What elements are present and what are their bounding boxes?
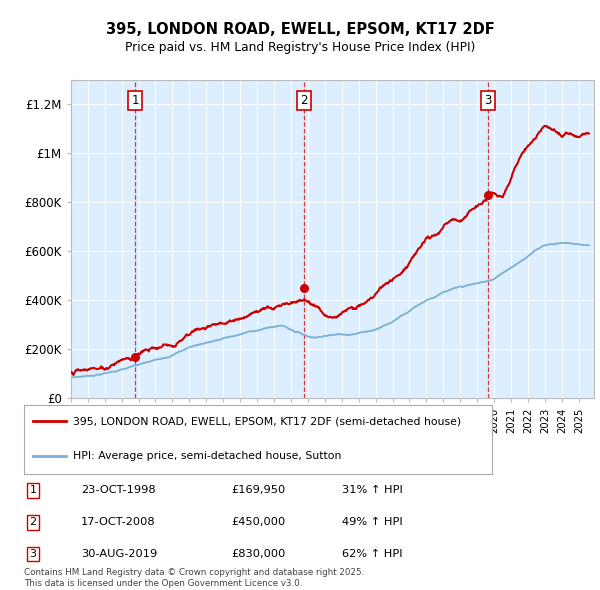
Text: 2: 2 (29, 517, 37, 527)
Text: 1: 1 (131, 94, 139, 107)
Text: 1: 1 (29, 486, 37, 495)
Text: 17-OCT-2008: 17-OCT-2008 (81, 517, 155, 527)
Text: 3: 3 (29, 549, 37, 559)
Text: £450,000: £450,000 (231, 517, 285, 527)
Text: 2: 2 (301, 94, 308, 107)
Text: Price paid vs. HM Land Registry's House Price Index (HPI): Price paid vs. HM Land Registry's House … (125, 41, 475, 54)
Text: £169,950: £169,950 (231, 486, 285, 495)
Text: 62% ↑ HPI: 62% ↑ HPI (342, 549, 403, 559)
Text: 49% ↑ HPI: 49% ↑ HPI (342, 517, 403, 527)
Text: £830,000: £830,000 (231, 549, 286, 559)
Text: 3: 3 (485, 94, 492, 107)
Text: Contains HM Land Registry data © Crown copyright and database right 2025.
This d: Contains HM Land Registry data © Crown c… (24, 568, 364, 588)
Text: 30-AUG-2019: 30-AUG-2019 (81, 549, 157, 559)
Text: 395, LONDON ROAD, EWELL, EPSOM, KT17 2DF: 395, LONDON ROAD, EWELL, EPSOM, KT17 2DF (106, 22, 494, 37)
Text: 395, LONDON ROAD, EWELL, EPSOM, KT17 2DF (semi-detached house): 395, LONDON ROAD, EWELL, EPSOM, KT17 2DF… (73, 417, 461, 427)
Text: HPI: Average price, semi-detached house, Sutton: HPI: Average price, semi-detached house,… (73, 451, 341, 461)
Text: 31% ↑ HPI: 31% ↑ HPI (342, 486, 403, 495)
Text: 23-OCT-1998: 23-OCT-1998 (81, 486, 155, 495)
